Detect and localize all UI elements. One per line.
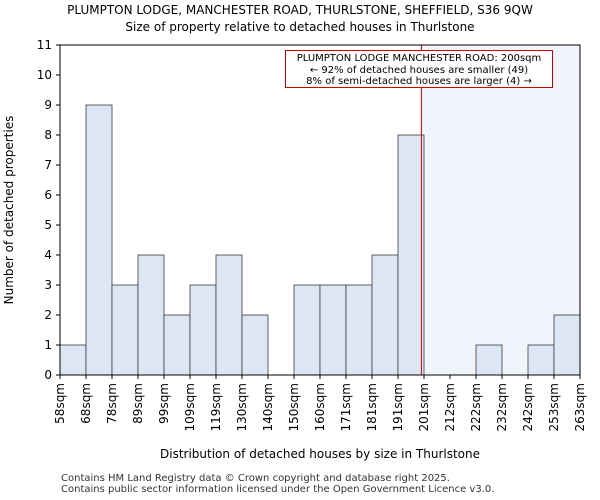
x-tick-label: 150sqm (287, 383, 301, 431)
x-tick-label: 201sqm (417, 383, 431, 431)
x-tick-label: 99sqm (157, 383, 171, 424)
y-tick-label: 5 (44, 218, 52, 232)
chart-title: PLUMPTON LODGE, MANCHESTER ROAD, THURLST… (67, 3, 533, 17)
histogram-bar (163, 314, 191, 376)
y-tick-label: 8 (44, 128, 52, 142)
footer-copyright: Contains HM Land Registry data © Crown c… (61, 473, 450, 484)
y-tick-label: 6 (44, 188, 52, 202)
histogram-bar (345, 284, 373, 376)
histogram-bar (137, 254, 165, 376)
y-tick-label: 1 (44, 338, 52, 352)
y-tick-label: 11 (37, 38, 52, 52)
x-tick-label: 263sqm (573, 383, 587, 431)
histogram-bar (475, 344, 503, 376)
annotation-line-3: 8% of semi-detached houses are larger (4… (306, 76, 532, 87)
histogram-bar (111, 284, 139, 376)
x-tick-label: 78sqm (105, 383, 119, 424)
y-tick-label: 4 (44, 248, 52, 262)
histogram-bar (293, 284, 321, 376)
x-tick-label: 89sqm (131, 383, 145, 424)
footer-licence: Contains public sector information licen… (61, 484, 495, 495)
x-tick-label: 222sqm (469, 383, 483, 431)
histogram-bar (215, 254, 243, 376)
y-tick-label: 0 (44, 368, 52, 382)
property-annotation-box: PLUMPTON LODGE MANCHESTER ROAD: 200sqm ←… (285, 50, 553, 88)
y-tick-label: 7 (44, 158, 52, 172)
x-tick-label: 160sqm (313, 383, 327, 431)
x-tick-label: 109sqm (183, 383, 197, 431)
x-tick-label: 212sqm (443, 383, 457, 431)
x-tick-label: 58sqm (53, 383, 67, 424)
x-tick-label: 253sqm (547, 383, 561, 431)
x-tick-label: 171sqm (339, 383, 353, 431)
x-tick-label: 232sqm (495, 383, 509, 431)
annotation-line-2: ← 92% of detached houses are smaller (49… (309, 64, 529, 76)
x-tick-label: 68sqm (79, 383, 93, 424)
histogram-bar (319, 284, 347, 376)
histogram-bar (85, 104, 113, 376)
larger-region-highlight (421, 45, 580, 375)
histogram-bar (397, 134, 425, 376)
histogram-bar (241, 314, 269, 376)
histogram-bar (189, 284, 217, 376)
x-tick-label: 181sqm (365, 383, 379, 431)
chart-subtitle: Size of property relative to detached ho… (125, 20, 475, 34)
histogram-bar (59, 344, 87, 376)
x-tick-label: 119sqm (209, 383, 223, 431)
y-tick-label: 2 (44, 308, 52, 322)
y-tick-label: 10 (37, 68, 52, 82)
y-tick-label: 9 (44, 98, 52, 112)
x-tick-label: 130sqm (235, 383, 249, 431)
histogram-bar (553, 314, 581, 376)
x-tick-label: 191sqm (391, 383, 405, 431)
x-tick-label: 140sqm (261, 383, 275, 431)
y-axis-label: Number of detached properties (2, 116, 16, 305)
annotation-line-1: PLUMPTON LODGE MANCHESTER ROAD: 200sqm (296, 53, 542, 64)
histogram-bar (371, 254, 399, 376)
x-tick-label: 242sqm (521, 383, 535, 431)
y-tick-label: 3 (44, 278, 52, 292)
x-axis-label: Distribution of detached houses by size … (160, 447, 480, 461)
histogram-bar (527, 344, 555, 376)
